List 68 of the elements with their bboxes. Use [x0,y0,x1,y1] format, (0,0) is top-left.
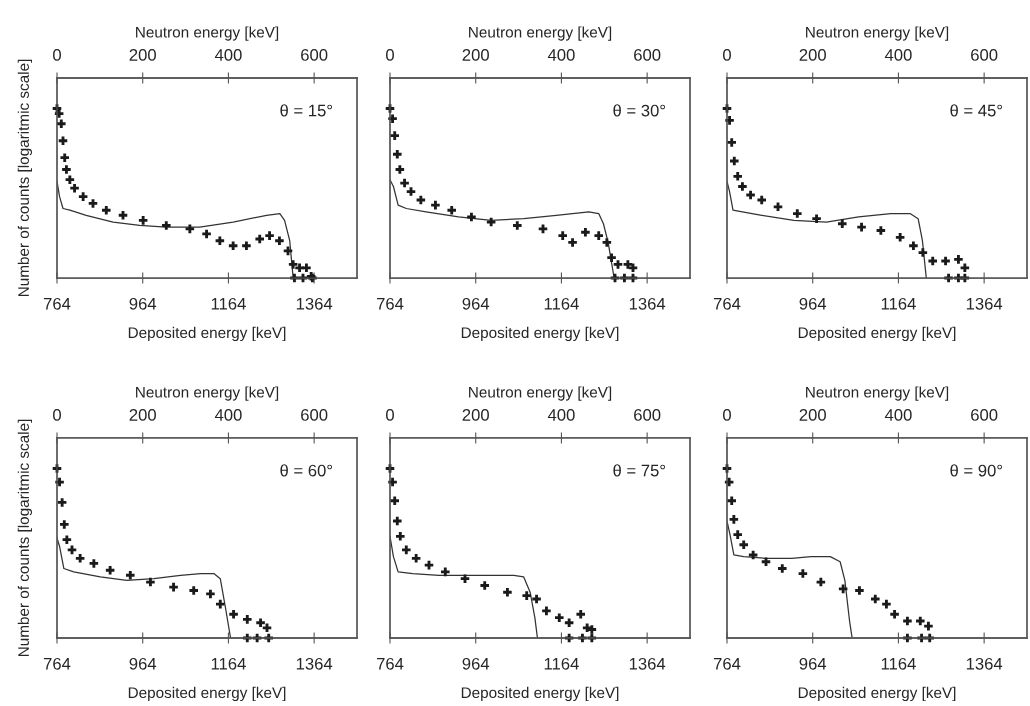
x-tick-label: 764 [376,297,404,310]
x-axis-title: Deposited energy [keV] [798,686,956,702]
x2-tick-label: 400 [547,409,575,421]
annotation: θ = 75° [613,464,665,477]
x-axis-title: Deposited energy [keV] [128,686,286,702]
x-tick-label: 764 [713,297,741,310]
x2-axis-title: Neutron energy [keV] [806,386,949,401]
x2-tick-label: 600 [301,49,328,61]
x2-tick-label: 0 [386,409,394,421]
x2-tick-label: 400 [884,409,912,421]
x2-tick-label: 400 [214,49,242,61]
x2-tick-label: 200 [129,49,156,61]
x-tick-label: 1364 [629,297,666,310]
x2-tick-label: 200 [799,49,826,61]
x2-tick-label: 600 [634,49,661,61]
x2-tick-label: 0 [723,49,731,61]
annotation: θ = 15° [280,104,332,117]
y-axis-title: Number of counts [logaritmic scale] [17,419,32,657]
x2-tick-label: 600 [971,49,998,61]
x-tick-label: 1364 [966,657,1003,670]
x2-tick-label: 400 [547,49,575,61]
y-axis-title: Number of counts [logaritmic scale] [17,59,32,297]
x2-tick-label: 200 [462,409,489,421]
x2-tick-label: 0 [53,49,61,61]
x2-axis-title: Neutron energy [keV] [806,26,949,41]
x-tick-label: 1164 [211,297,246,310]
x2-tick-label: 400 [884,49,912,61]
x-axis-title: Deposited energy [keV] [128,326,286,342]
x-tick-label: 1364 [296,297,333,310]
x-tick-label: 964 [129,297,157,310]
x2-tick-label: 400 [214,409,242,421]
annotation: θ = 30° [613,104,665,117]
x-tick-label: 1164 [211,657,246,670]
x2-tick-label: 200 [129,409,156,421]
x-tick-label: 764 [43,657,71,670]
x-axis-title: Deposited energy [keV] [798,326,956,342]
x-tick-label: 1164 [881,297,916,310]
x2-axis-title: Neutron energy [keV] [136,26,279,41]
x-tick-label: 1164 [881,657,916,670]
x2-tick-label: 200 [462,49,489,61]
x-tick-label: 1364 [629,657,666,670]
x-tick-label: 964 [462,297,490,310]
x-axis-title: Deposited energy [keV] [461,326,619,342]
annotation: θ = 45° [950,104,1002,117]
x2-tick-label: 0 [723,409,731,421]
x-tick-label: 964 [129,657,157,670]
x-tick-label: 1164 [544,657,579,670]
x-tick-label: 1364 [966,297,1003,310]
x-tick-label: 964 [799,657,827,670]
x-tick-label: 964 [799,297,827,310]
x2-tick-label: 200 [799,409,826,421]
x-axis-title: Deposited energy [keV] [461,686,619,702]
x-tick-label: 1364 [296,657,333,670]
x-tick-label: 764 [43,297,71,310]
x-tick-label: 1164 [544,297,579,310]
x2-axis-title: Neutron energy [keV] [136,386,279,401]
x2-tick-label: 600 [301,409,328,421]
x2-axis-title: Neutron energy [keV] [469,386,612,401]
x2-tick-label: 0 [386,49,394,61]
x-tick-label: 764 [376,657,404,670]
x-tick-label: 964 [462,657,490,670]
x2-axis-title: Neutron energy [keV] [469,26,612,41]
x2-tick-label: 600 [971,409,998,421]
x-tick-label: 764 [713,657,741,670]
annotation: θ = 90° [950,464,1002,477]
annotation: θ = 60° [280,464,332,477]
x2-tick-label: 600 [634,409,661,421]
x2-tick-label: 0 [53,409,61,421]
